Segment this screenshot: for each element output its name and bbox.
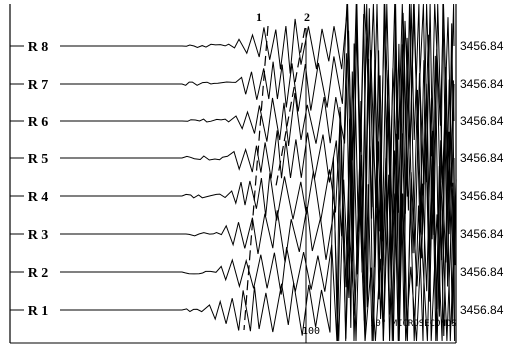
pick-line-2 xyxy=(276,28,305,186)
trace-value: 3456.84 xyxy=(460,114,504,128)
time-marker-label: 100 xyxy=(302,326,320,337)
trace-label: R 8 xyxy=(28,40,49,55)
trace-value: 3456.84 xyxy=(460,189,504,203)
trace-value: 3456.84 xyxy=(460,39,504,53)
trace-value: 3456.84 xyxy=(460,77,504,91)
trace-label: R 6 xyxy=(28,115,49,130)
trace-value: 3456.84 xyxy=(460,227,504,241)
trace-value: 3456.84 xyxy=(460,303,504,317)
trace-label: R 5 xyxy=(28,152,49,167)
trace-value: 3456.84 xyxy=(460,151,504,165)
time-unit-label: 10" MICROSECONDS xyxy=(370,319,457,329)
waveform-trace xyxy=(60,4,454,273)
pick-label-2: 2 xyxy=(304,10,310,24)
trace-label: R 4 xyxy=(28,190,49,205)
pick-line-1 xyxy=(244,26,268,330)
trace-label: R 7 xyxy=(28,78,49,93)
trace-label: R 2 xyxy=(28,266,49,281)
trace-value: 3456.84 xyxy=(460,265,504,279)
trace-label: R 3 xyxy=(28,228,49,243)
pick-label-1: 1 xyxy=(256,10,262,24)
trace-label: R 1 xyxy=(28,304,49,319)
